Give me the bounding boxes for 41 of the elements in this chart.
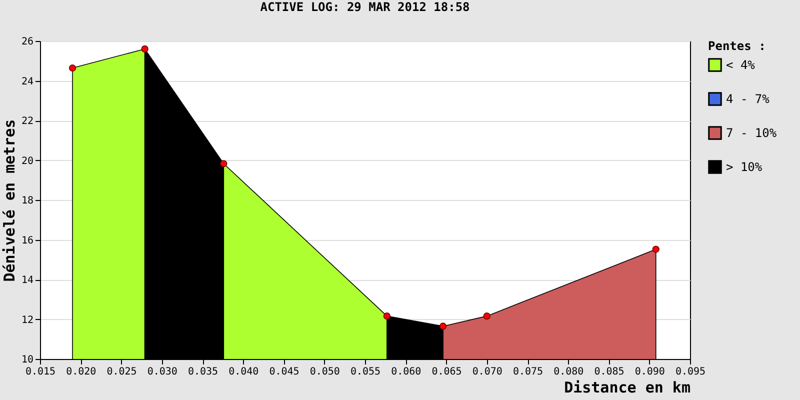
x-tick-label: 0.085 (594, 366, 624, 378)
x-tick-label: 0.050 (310, 366, 340, 378)
y-tick-label: 22 (21, 116, 34, 127)
x-tick-label: 0.095 (675, 366, 706, 378)
x-tick-label: 0.065 (432, 366, 462, 378)
y-tick-label: 14 (21, 275, 34, 286)
y-tick-label: 18 (21, 196, 34, 206)
x-tick-label: 0.080 (554, 366, 584, 378)
legend-label: 4 - 7% (726, 92, 770, 106)
x-tick-label: 0.075 (512, 366, 544, 378)
x-tick-label: 0.060 (391, 366, 422, 378)
point (652, 246, 660, 253)
y-tick-label: 16 (21, 235, 34, 246)
point (439, 322, 447, 330)
x-axis-title: Distance en km (564, 378, 690, 396)
x-tick-label: 0.025 (106, 366, 137, 378)
y-tick-label: 12 (21, 314, 34, 326)
legend-title: Pentes : (708, 39, 766, 53)
x-tick-label: 0.035 (188, 366, 218, 378)
x-tick-label: 0.055 (350, 366, 381, 378)
point (68, 64, 76, 72)
y-axis-title: Dénivelé en metres (0, 119, 18, 282)
x-tick-label: 0.020 (66, 366, 96, 378)
y-tick-label: 26 (21, 36, 34, 48)
x-tick-label: 0.070 (472, 366, 502, 378)
x-tick-label: 0.040 (228, 366, 259, 378)
chart-title: ACTIVE LOG: 29 MAR 2012 18:58 (260, 0, 470, 14)
x-tick-label: 0.015 (25, 366, 56, 378)
point (383, 312, 390, 320)
point (483, 312, 490, 320)
legend-label: > 10% (726, 160, 763, 174)
legend-label: < 4% (726, 58, 756, 72)
legend-label: 7 - 10% (726, 126, 778, 140)
y-tick-label: 20 (21, 156, 34, 167)
x-tick-label: 0.030 (147, 366, 178, 378)
point (141, 45, 148, 53)
x-tick-label: 0.045 (269, 366, 300, 378)
point (220, 160, 228, 168)
y-tick-label: 10 (21, 354, 34, 366)
x-tick-label: 0.090 (634, 366, 665, 378)
y-tick-label: 24 (21, 76, 34, 88)
